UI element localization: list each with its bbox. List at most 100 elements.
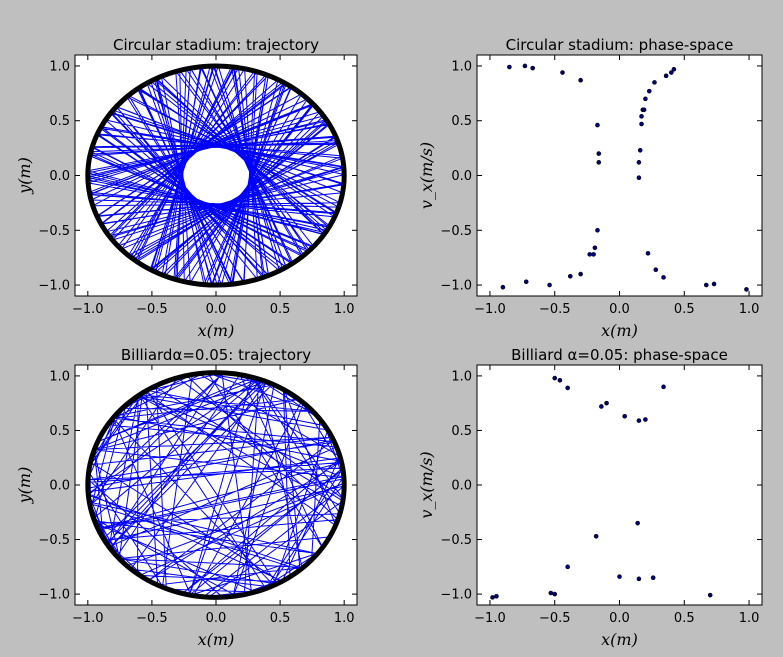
x-tick-label: 0.0 [206, 611, 227, 626]
trajectory-series [87, 64, 345, 287]
y-axis-label: y(m) [15, 467, 34, 505]
phase-point [669, 70, 674, 75]
y-tick-label: −0.5 [38, 533, 70, 548]
phase-point [604, 400, 609, 406]
phase-point [595, 227, 600, 233]
phase-point [548, 590, 554, 596]
phase-point [641, 107, 647, 113]
x-tick-label: 1.0 [334, 611, 355, 626]
phase-point [639, 114, 644, 119]
phase-point [552, 375, 558, 381]
phase-point [643, 417, 648, 422]
x-tick-label: 0.5 [674, 302, 695, 317]
plot-content [85, 370, 347, 600]
y-tick-label: −0.5 [440, 533, 472, 548]
y-tick-label: 0.0 [451, 169, 472, 184]
phase-point [591, 252, 596, 257]
y-tick-label: −0.5 [38, 224, 70, 239]
y-tick-label: 1.0 [49, 369, 70, 384]
chart-title: Circular stadium: trajectory [113, 36, 319, 54]
y-tick-label: 0.0 [49, 169, 70, 184]
phase-point [652, 80, 657, 85]
y-tick-label: 0.5 [49, 114, 70, 129]
phase-point [639, 121, 644, 127]
phase-point [645, 250, 651, 256]
phase-point [744, 287, 749, 292]
x-axis-label: x(m) [198, 321, 235, 340]
y-tick-label: −1.0 [38, 588, 70, 603]
chart-4: −1.0 −0.5 0.0 0.5 1.0 1.0 0.5 0.0 −0.5 −1.0 Billia… [417, 346, 763, 649]
phase-point [637, 148, 643, 153]
x-tick-label: 1.0 [739, 611, 760, 626]
x-tick-label: 0.0 [206, 302, 227, 317]
chart-title: Billiardα=0.05: trajectory [121, 346, 311, 364]
phase-point [595, 122, 600, 128]
x-tick-label: 0.0 [609, 611, 630, 626]
phase-point [646, 88, 652, 94]
chart-1: −1.0 −0.5 0.0 0.5 1.0 1.0 0.5 0.0 −0.5 −1.0 Circul… [15, 36, 358, 340]
phase-point [636, 576, 642, 582]
phase-point [523, 279, 529, 285]
phase-point [552, 591, 558, 597]
y-axis-label: v_x(m/s) [417, 451, 436, 518]
phase-point [567, 273, 573, 279]
x-tick-label: −0.5 [136, 611, 168, 626]
phase-point [547, 282, 552, 288]
y-tick-label: 0.5 [451, 424, 472, 439]
phase-point [671, 66, 677, 72]
y-tick-label: 0.0 [451, 479, 472, 494]
x-axis-label: x(m) [601, 630, 638, 649]
y-tick-label: −1.0 [38, 279, 70, 294]
plot-content [490, 375, 713, 600]
y-tick-label: 0.5 [451, 114, 472, 129]
phase-point [593, 533, 599, 539]
x-axis-label: x(m) [601, 321, 638, 340]
phase-point [650, 575, 656, 581]
phase-point [565, 564, 570, 570]
phase-point [636, 418, 642, 423]
phase-point [557, 377, 563, 383]
phase-point [622, 413, 627, 419]
chart-title: Circular stadium: phase-space [506, 36, 734, 54]
phase-point [703, 282, 709, 288]
phase-point [522, 63, 528, 69]
phase-point [661, 384, 666, 390]
phase-point [707, 592, 713, 598]
y-tick-label: −1.0 [440, 279, 472, 294]
chart-3: −1.0 −0.5 0.0 0.5 1.0 1.0 0.5 0.0 −0.5 −1.0 Billia… [15, 346, 358, 649]
y-tick-label: 1.0 [451, 59, 472, 74]
y-tick-label: 0.0 [49, 479, 70, 494]
boundary-series [85, 63, 347, 288]
y-tick-label: 1.0 [451, 369, 472, 384]
phase-point [592, 245, 598, 251]
x-tick-label: −0.5 [539, 611, 571, 626]
x-tick-label: 1.0 [334, 302, 355, 317]
phase-point [507, 64, 512, 70]
phase-point [565, 385, 570, 391]
phase-point [636, 175, 642, 180]
phase-point [643, 96, 648, 102]
chart-2: −1.0 −0.5 0.0 0.5 1.0 1.0 0.5 0.0 −0.5 −1.0 Circul… [417, 36, 763, 340]
phase-point [578, 77, 583, 83]
x-tick-label: 0.5 [270, 302, 291, 317]
phase-point [653, 267, 659, 273]
x-tick-label: −0.5 [136, 302, 168, 317]
x-tick-label: −1.0 [474, 302, 506, 317]
y-tick-label: −1.0 [440, 588, 472, 603]
phase-point [587, 252, 593, 257]
y-tick-label: 1.0 [49, 59, 70, 74]
phase-point [500, 284, 506, 290]
x-tick-label: −1.0 [72, 302, 104, 317]
x-tick-label: 0.5 [674, 611, 695, 626]
plot-area [477, 365, 762, 605]
x-tick-label: −1.0 [72, 611, 104, 626]
plot-area [477, 55, 762, 296]
phase-point [530, 65, 536, 71]
phase-point [599, 404, 604, 409]
phase-point [578, 271, 583, 277]
phase-point [560, 70, 565, 75]
x-tick-label: 1.0 [739, 302, 760, 317]
x-tick-label: −0.5 [539, 302, 571, 317]
x-tick-label: 0.5 [270, 611, 291, 626]
